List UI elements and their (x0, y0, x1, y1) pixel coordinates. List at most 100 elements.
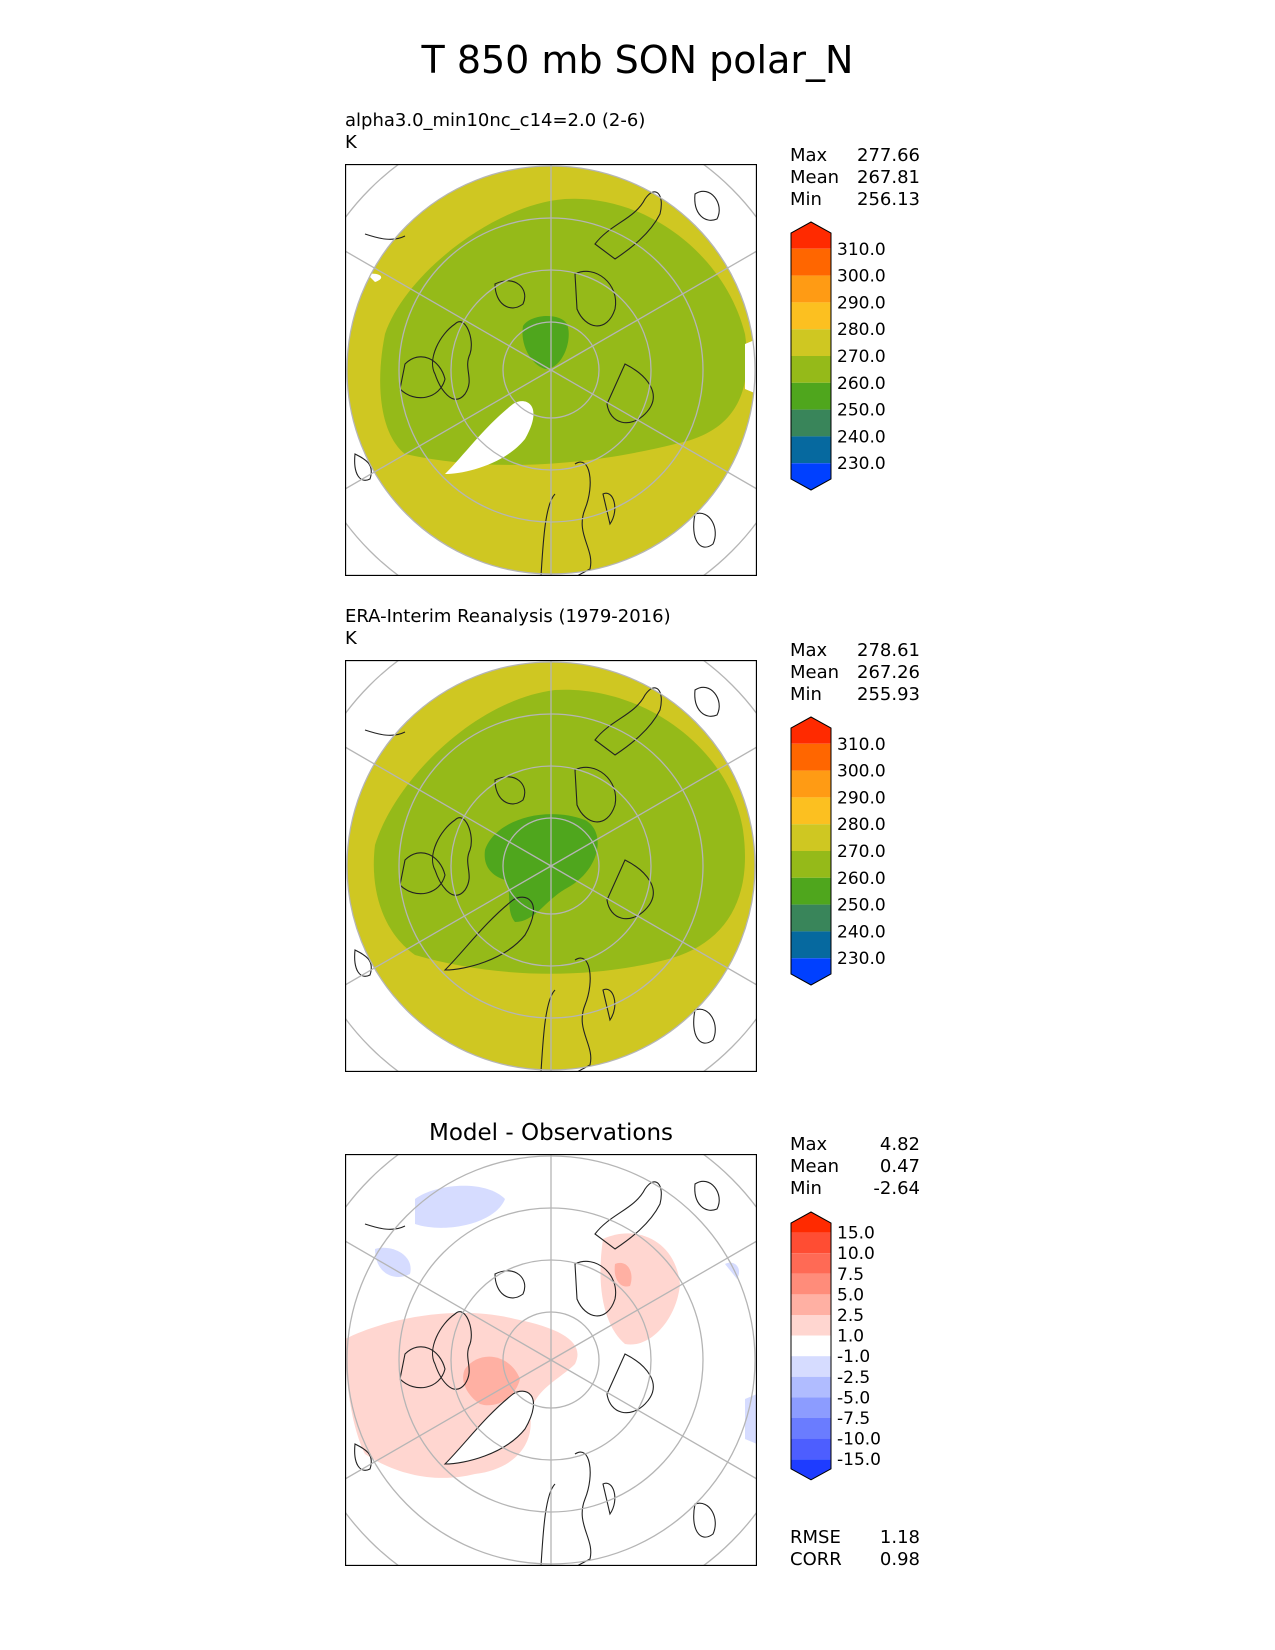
metric-label: RMSE (790, 1527, 841, 1548)
obs-coastlines (354, 687, 720, 1072)
obs-colorbar-swatch (791, 743, 831, 771)
model-colorbar-swatch (791, 436, 831, 464)
diff-colorbar-tick-label: 15.0 (837, 1224, 875, 1244)
model-subtitle: alpha3.0_min10nc_c14=2.0 (2-6) (345, 110, 646, 131)
model-colorbar-tick-label: 280.0 (837, 320, 886, 340)
model-colorbar-swatch (791, 329, 831, 356)
stat-value: 278.61 (857, 640, 920, 661)
obs-panel-header: ERA-Interim Reanalysis (1979-2016) K (345, 606, 671, 650)
diff-map (345, 1154, 757, 1566)
model-colorbar-swatch (791, 409, 831, 437)
model-colorbar-swatch (791, 302, 831, 330)
obs-colorbar-tick-label: 270.0 (837, 842, 886, 862)
diff-colorbar-tick-label: -7.5 (837, 1409, 870, 1429)
model-map (345, 164, 757, 576)
obs-colorbar-swatch (791, 770, 831, 798)
model-graticule (345, 164, 757, 576)
model-colorbar-tick-label: 300.0 (837, 267, 886, 287)
stat-value: 255.93 (857, 684, 920, 705)
diff-colorbar-tick-label: -2.5 (837, 1368, 870, 1388)
diff-stats: Max 4.82 Mean 0.47 Min -2.64 (790, 1134, 920, 1200)
obs-graticule (345, 660, 757, 1072)
stat-label: Mean (790, 167, 840, 188)
diff-colorbar-tick-label: -10.0 (837, 1430, 881, 1450)
metric-value: 0.98 (879, 1549, 920, 1570)
stat-label: Min (790, 684, 822, 705)
obs-units: K (345, 628, 357, 649)
diff-colorbar-tick-label: 10.0 (837, 1244, 875, 1264)
obs-colorbar-swatch (791, 851, 831, 878)
diff-colorbar-tick-label: -5.0 (837, 1388, 870, 1408)
diff-colorbar-swatch (791, 1212, 831, 1233)
metric-label: CORR (790, 1549, 842, 1570)
obs-colorbar-tick-label: 300.0 (837, 762, 886, 782)
model-greenland-mask (445, 401, 534, 474)
obs-colorbar-swatch (791, 931, 831, 959)
obs-colorbar-tick-label: 260.0 (837, 869, 886, 889)
obs-stats: Max 278.61 Mean 267.26 Min 255.93 (790, 640, 920, 706)
stat-label: Min (790, 189, 822, 210)
obs-colorbar-tick-label: 280.0 (837, 815, 886, 835)
model-stats: Max 277.66 Mean 267.81 Min 256.13 (790, 145, 920, 211)
model-units: K (345, 132, 357, 153)
model-colorbar-tick-label: 270.0 (837, 347, 886, 367)
model-colorbar-tick-label: 230.0 (837, 454, 886, 474)
diff-colorbar-tick-label: 5.0 (837, 1285, 864, 1305)
figure-title: T 850 mb SON polar_N (421, 38, 854, 82)
obs-colorbar-tick-label: 310.0 (837, 735, 886, 755)
diff-colorbar-swatch (791, 1232, 831, 1254)
obs-colorbar-tick-label: 250.0 (837, 896, 886, 916)
diff-colorbar-tick-label: 1.0 (837, 1327, 864, 1347)
model-colorbar-tick-label: 250.0 (837, 401, 886, 421)
obs-colorbar-tick-label: 240.0 (837, 922, 886, 942)
model-colorbar-tick-label: 240.0 (837, 427, 886, 447)
obs-colorbar-swatch (791, 717, 831, 744)
diff-title: Model - Observations (428, 1120, 673, 1146)
diff-colorbar-outline (790, 1211, 832, 1481)
diff-colorbar-tick-label: 7.5 (837, 1265, 864, 1285)
stat-label: Min (790, 1178, 822, 1199)
obs-colorbar-swatch (791, 958, 831, 985)
stat-value: 277.66 (857, 145, 920, 166)
model-colorbar-swatch (791, 275, 831, 303)
diff-colorbar-swatch (791, 1294, 831, 1315)
model-colorbar-tick-label: 310.0 (837, 240, 886, 260)
obs-colorbar-swatch (791, 877, 831, 905)
stat-label: Max (790, 145, 828, 166)
stat-label: Max (790, 1134, 828, 1155)
stat-value: 267.81 (857, 167, 920, 188)
diff-colorbar-tick-label: -15.0 (837, 1450, 881, 1470)
diff-colorbar: 15.010.07.55.02.51.0-1.0-2.5-5.0-7.5-10.… (790, 1211, 881, 1481)
diff-negative-area (415, 1185, 505, 1228)
diff-positive-area (345, 1312, 578, 1478)
diff-colorbar-swatch (791, 1335, 831, 1357)
model-colorbar-swatch (791, 463, 831, 490)
diff-colorbar-swatch (791, 1315, 831, 1336)
model-coastlines (354, 191, 720, 576)
diff-colorbar-swatch (791, 1438, 831, 1460)
stat-value: 0.47 (879, 1156, 920, 1177)
model-colorbar-swatch (791, 356, 831, 383)
obs-colorbar: 310.0 300.0 290.0 280.0 270.0 260.0 250.0 240.0… (790, 716, 886, 986)
obs-colorbar-swatch (791, 824, 831, 851)
diff-colorbar-swatch (791, 1356, 831, 1377)
diff-graticule (345, 1154, 757, 1566)
model-colorbar: 310.0 300.0 290.0 280.0 270.0 260.0 250.0 240.0… (790, 221, 886, 491)
diff-coastlines (354, 1181, 720, 1566)
diff-colorbar-swatch (791, 1397, 831, 1418)
diff-colorbar-tick-label: 2.5 (837, 1306, 864, 1326)
obs-colorbar-swatch (791, 904, 831, 932)
diff-colorbar-swatch (791, 1459, 831, 1480)
obs-colorbar-outline (790, 716, 832, 986)
stat-value: -2.64 (873, 1178, 920, 1199)
model-colorbar-swatch (791, 222, 831, 249)
model-band-250 (522, 315, 569, 369)
diff-metrics: RMSE 1.18 CORR 0.98 (790, 1527, 920, 1571)
obs-subtitle: ERA-Interim Reanalysis (1979-2016) (345, 606, 671, 627)
stat-label: Mean (790, 1156, 840, 1177)
stat-value: 256.13 (857, 189, 920, 210)
stat-value: 4.82 (879, 1134, 920, 1155)
diff-colorbar-swatch (791, 1273, 831, 1295)
stat-label: Max (790, 640, 828, 661)
obs-colorbar-tick-label: 290.0 (837, 788, 886, 808)
